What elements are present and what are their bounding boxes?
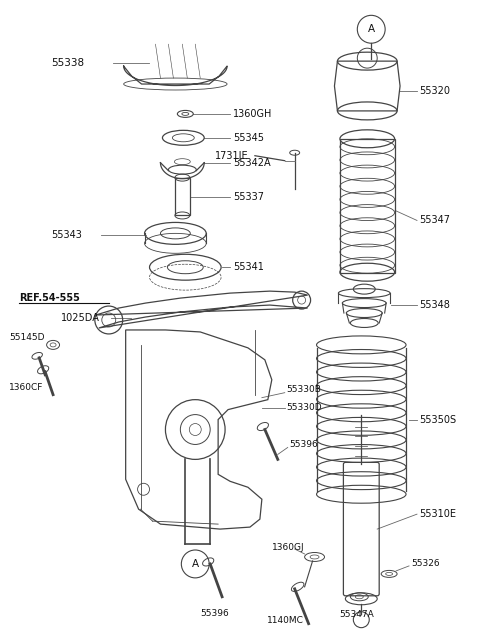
Bar (340, 139, 395, 273)
Text: 1360GH: 1360GH (233, 109, 273, 119)
Text: 55320: 55320 (419, 86, 450, 96)
Text: 55338: 55338 (51, 58, 84, 68)
Text: 55310E: 55310E (419, 509, 456, 519)
Text: 55396: 55396 (290, 440, 318, 449)
Text: 1360GJ: 1360GJ (272, 543, 304, 552)
Text: 55347: 55347 (419, 216, 450, 225)
Text: REF.54-555: REF.54-555 (19, 293, 80, 303)
Text: A: A (368, 24, 375, 35)
Text: A: A (192, 559, 199, 569)
Text: 55342A: 55342A (233, 157, 271, 168)
Text: 55348: 55348 (419, 300, 450, 310)
Text: 55396: 55396 (201, 609, 229, 618)
Bar (175, 178, 190, 216)
Text: 55341: 55341 (233, 262, 264, 272)
Text: 1731JE: 1731JE (215, 150, 249, 161)
Text: 55145D: 55145D (9, 333, 45, 342)
Text: 1360CF: 1360CF (9, 383, 44, 392)
Text: 55350S: 55350S (419, 415, 456, 424)
Text: 55337: 55337 (233, 191, 264, 202)
Text: 55345: 55345 (233, 132, 264, 143)
Text: 55347A: 55347A (339, 610, 374, 620)
Text: 55326: 55326 (411, 559, 440, 568)
Text: 55330B: 55330B (287, 385, 322, 394)
Text: 1025DA: 1025DA (61, 313, 100, 323)
Text: 55330D: 55330D (287, 403, 323, 412)
Text: 55343: 55343 (51, 230, 82, 241)
Text: 1140MC: 1140MC (267, 616, 304, 625)
